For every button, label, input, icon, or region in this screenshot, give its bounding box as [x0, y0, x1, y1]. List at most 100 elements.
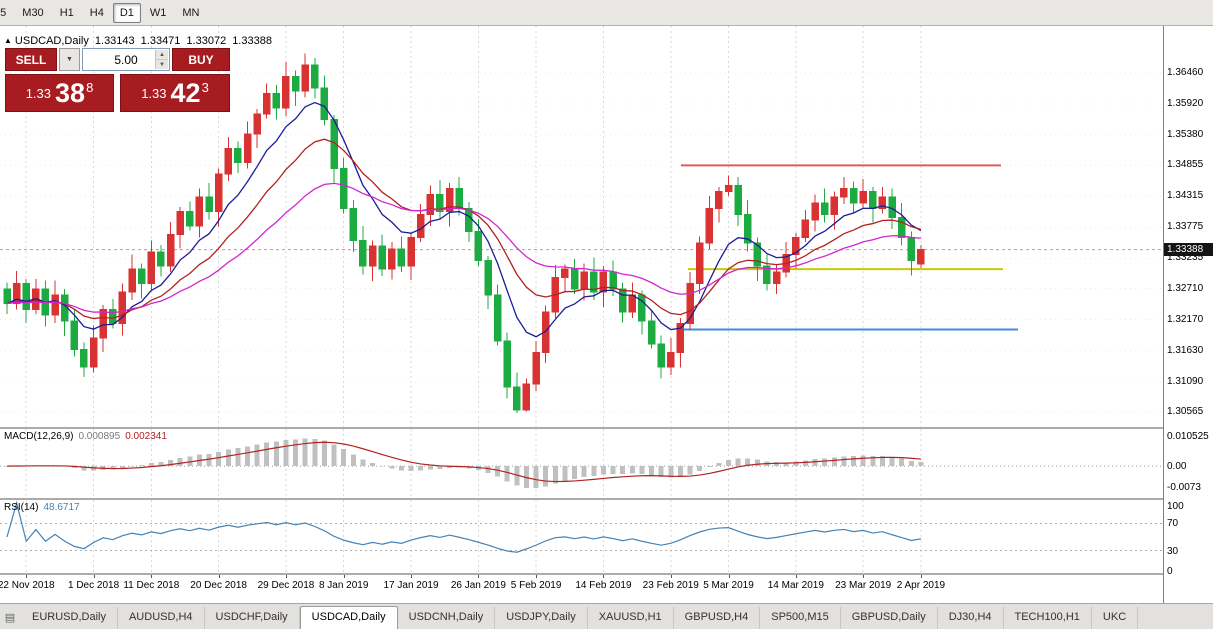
date-axis-label: 26 Jan 2019 [450, 580, 506, 591]
ohlc-close: 1.33388 [232, 35, 272, 47]
order-options-dropdown[interactable]: ▼ [59, 48, 80, 71]
price-axis-label: 1.33235 [1167, 252, 1204, 264]
ohlc-high: 1.33471 [140, 35, 181, 47]
chart-tab-eurusd-daily[interactable]: EURUSD,Daily [21, 607, 118, 629]
chart-tab-gbpusd-daily[interactable]: GBPUSD,Daily [841, 607, 938, 629]
timeframe-button-m30[interactable]: M30 [22, 6, 44, 19]
sell-button[interactable]: SELL [5, 48, 57, 71]
panel-divider[interactable] [0, 573, 1163, 575]
rsi-axis-label: 30 [1167, 545, 1179, 557]
volume-increase-button[interactable]: ▲ [156, 50, 168, 60]
date-axis-label: 11 Dec 2018 [123, 580, 180, 591]
chart-tab-tech100-h1[interactable]: TECH100,H1 [1004, 607, 1092, 629]
time-axis-tick [411, 575, 413, 578]
chart-tab-usdcnh-daily[interactable]: USDCNH,Daily [398, 607, 496, 629]
macd-axis-label: 0.00 [1167, 461, 1187, 473]
chart-tab-usdjpy-daily[interactable]: USDJPY,Daily [495, 607, 588, 629]
chart-tab-xauusd-h1[interactable]: XAUUSD,H1 [588, 607, 674, 629]
time-axis-tick [93, 575, 95, 578]
macd-signal-line [6, 441, 921, 483]
volume-spinner: ▲ ▼ [155, 50, 168, 69]
chart-tab-sp500-m15[interactable]: SP500,M15 [760, 607, 841, 629]
macd-canvas[interactable] [0, 429, 1163, 498]
main-chart-panel: ▲ USDCAD,Daily 1.33143 1.33471 1.33072 1.3338… [0, 26, 1163, 427]
date-axis-label: 20 Dec 2018 [190, 580, 247, 591]
chart-tab-usdcad-daily[interactable]: USDCAD,Daily [299, 606, 398, 629]
date-axis-label: 22 Nov 2018 [0, 580, 55, 591]
time-axis-tick [151, 575, 153, 578]
chart-tab-dj30-h4[interactable]: DJ30,H4 [938, 607, 1004, 629]
moving-average-16 [6, 138, 922, 320]
date-axis-label: 14 Feb 2019 [575, 580, 632, 591]
macd-axis-label: -0.0073 [1167, 481, 1201, 493]
time-axis-tick [670, 575, 672, 578]
timeframe-button-h4[interactable]: H4 [89, 6, 104, 19]
macd-panel: MACD(12,26,9) 0.000895 0.002341 [0, 429, 1163, 498]
date-axis-label: 14 Mar 2019 [767, 580, 824, 591]
rsi-value: 48.6717 [43, 502, 80, 513]
date-axis-label: 23 Feb 2019 [642, 580, 699, 591]
timeframe-button-w1[interactable]: W1 [149, 6, 167, 19]
price-axis-label: 1.35380 [1167, 129, 1204, 141]
time-axis-tick [536, 575, 538, 578]
time-axis-tick [920, 575, 922, 578]
buy-price-prefix: 1.33 [141, 85, 167, 101]
date-axis-label: 5 Feb 2019 [510, 580, 562, 591]
chart-symbol-label: USDCAD,Daily [14, 35, 89, 47]
timeframe-button-d1[interactable]: D1 [112, 2, 141, 23]
panel-divider[interactable] [0, 498, 1163, 500]
chart-tab-audusd-h4[interactable]: AUDUSD,H4 [118, 607, 205, 629]
chart-tab-usdchf-daily[interactable]: USDCHF,Daily [205, 607, 300, 629]
price-axis-label: 1.32710 [1167, 282, 1204, 294]
chart-tab-gbpusd-h4[interactable]: GBPUSD,H4 [674, 607, 761, 629]
volume-decrease-button[interactable]: ▼ [156, 60, 168, 69]
timeframe-button-mn[interactable]: MN [182, 6, 200, 19]
volume-value: 5.00 [114, 52, 138, 67]
date-axis-label: 23 Mar 2019 [835, 580, 892, 591]
timeframe-button-m5[interactable]: M5 [0, 6, 7, 19]
rsi-line [6, 500, 921, 553]
sell-price-pipette: 8 [86, 80, 94, 95]
buy-price-big-digits: 42 [170, 77, 201, 108]
rsi-panel: RSI(14) 48.6717 [0, 500, 1163, 573]
macd-label: MACD(12,26,9) [4, 431, 74, 442]
time-axis-tick [478, 575, 480, 578]
rsi-axis-label: 0 [1167, 566, 1173, 577]
ohlc-low: 1.33072 [186, 35, 227, 47]
moving-average-30 [6, 182, 921, 314]
time-axis-tick [285, 575, 287, 578]
panel-divider[interactable] [0, 427, 1163, 429]
date-axis-label: 29 Dec 2018 [257, 580, 315, 591]
date-axis-label: 17 Jan 2019 [383, 580, 439, 591]
time-axis-tick [26, 575, 28, 578]
buy-price-button[interactable]: 1.33 42 3 [120, 74, 230, 112]
rsi-canvas[interactable] [0, 500, 1163, 573]
main-chart-canvas[interactable] [0, 26, 1163, 427]
sell-price-button[interactable]: 1.33 38 8 [5, 74, 114, 112]
date-axis-label: 2 Apr 2019 [896, 580, 946, 591]
current-price-badge: 1.33388 [1164, 242, 1213, 256]
price-axis-label: 1.31090 [1167, 375, 1204, 387]
tab-list-icon[interactable]: ▤ [4, 612, 16, 624]
macd-main-value: 0.000895 [78, 431, 121, 442]
buy-button[interactable]: BUY [172, 48, 230, 71]
price-axis-label: 1.34315 [1167, 190, 1204, 202]
macd-signal-value: 0.002341 [125, 431, 167, 442]
time-axis-tick [603, 575, 605, 578]
timeframe-button-h1[interactable]: H1 [59, 6, 74, 19]
time-axis-tick [343, 575, 345, 578]
price-axis[interactable]: 1.36460 1.35920 1.35380 1.34855 1.34315 1.337… [1163, 26, 1213, 603]
timeframe-toolbar: M5 M30 H1 H4 D1 W1 MN [0, 0, 1213, 26]
chart-ohlc-header: ▲ USDCAD,Daily 1.33143 1.33471 1.33072 1.3338… [4, 35, 278, 47]
macd-header: MACD(12,26,9) 0.000895 0.002341 [4, 431, 172, 442]
time-axis[interactable]: 22 Nov 2018 1 Dec 2018 11 Dec 2018 20 Dec 2… [0, 575, 1163, 603]
ohlc-open: 1.33143 [94, 35, 135, 47]
price-axis-label: 1.34855 [1167, 159, 1204, 171]
chart-tab-ukc[interactable]: UKC [1092, 607, 1139, 629]
time-axis-tick [728, 575, 730, 578]
macd-axis-label: 0.010525 [1167, 431, 1209, 443]
time-axis-tick [863, 575, 865, 578]
volume-input[interactable]: 5.00 ▲ ▼ [82, 48, 170, 71]
time-axis-tick [795, 575, 797, 578]
